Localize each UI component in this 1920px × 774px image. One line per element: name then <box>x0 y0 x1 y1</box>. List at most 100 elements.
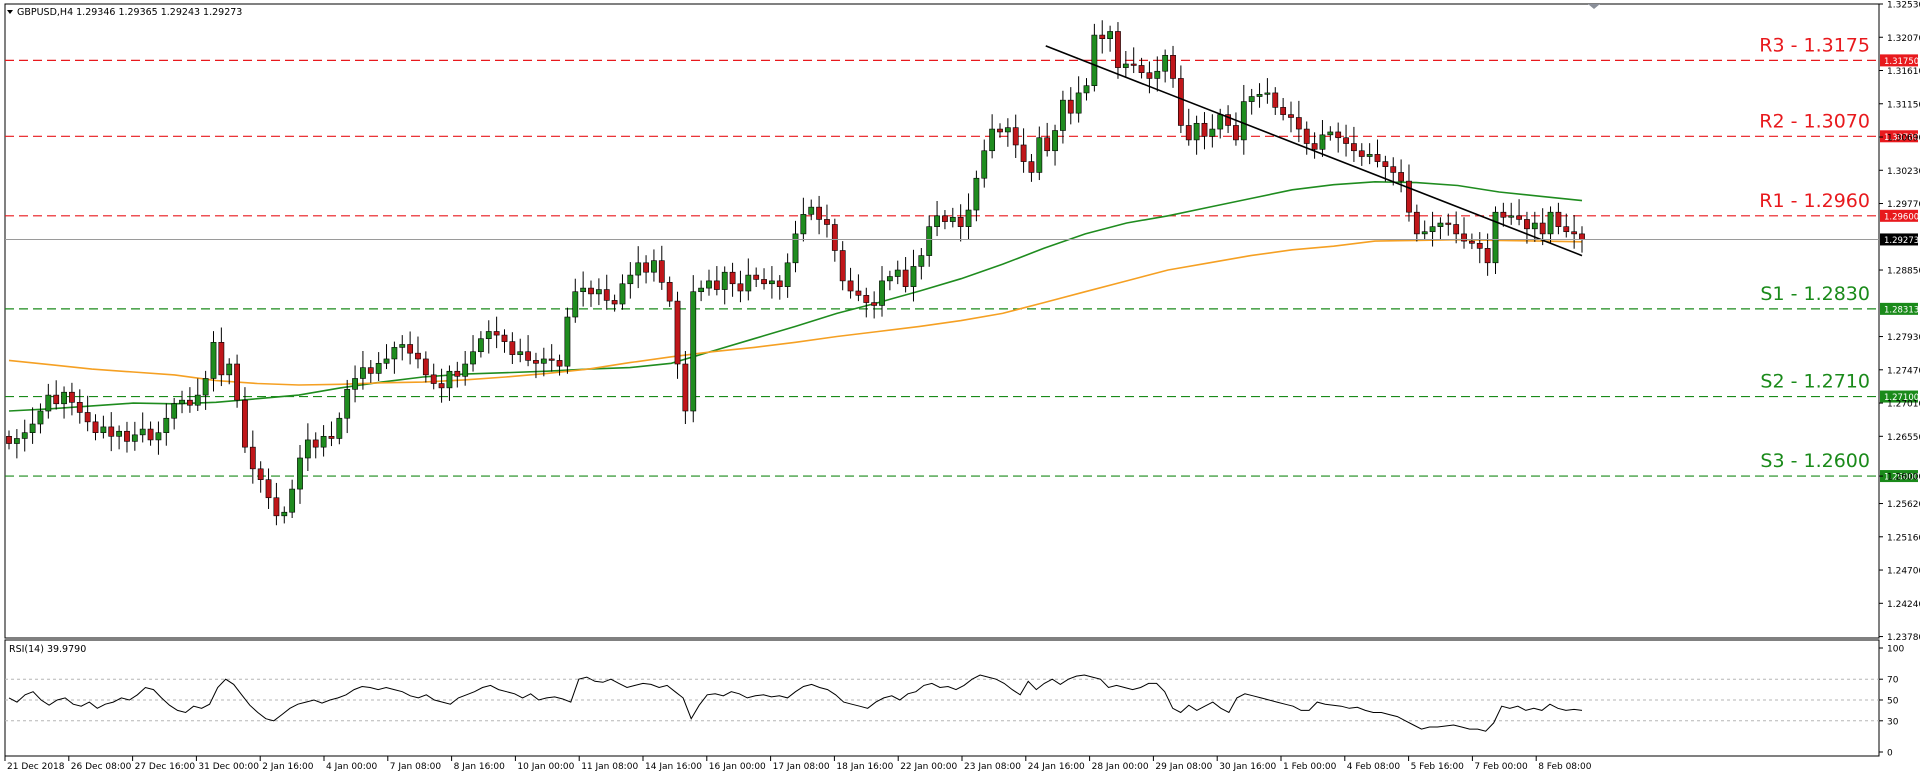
candle-bear <box>847 280 854 292</box>
candle-bear <box>525 351 531 361</box>
moving-averages <box>8 180 1583 412</box>
candle-bull <box>375 362 382 374</box>
candle-bull <box>45 394 52 412</box>
candle-bull <box>1240 101 1247 141</box>
candle-bear <box>1398 172 1405 182</box>
candle-bear <box>249 446 256 470</box>
candle-bear <box>548 358 555 361</box>
candle-bear <box>1185 125 1192 141</box>
candle-bear <box>493 331 500 336</box>
candle-bull <box>1366 154 1373 157</box>
candle-bear <box>942 215 948 222</box>
candle-bear <box>611 300 618 305</box>
level-price-tag <box>1880 470 1918 483</box>
time-tick-label: 1 Feb 00:00 <box>1283 762 1337 772</box>
candle-bear <box>1225 114 1231 126</box>
candle-bull <box>1248 96 1255 102</box>
last-price-tag <box>1880 233 1918 246</box>
candle-bull <box>745 274 752 292</box>
rsi-tick-label: 70 <box>1887 676 1899 686</box>
candle-bull <box>580 287 587 293</box>
time-tick-label: 4 Jan 00:00 <box>326 762 378 772</box>
trendline <box>1045 45 1583 257</box>
level-price-tag-text: 1.27100 <box>1884 393 1919 403</box>
candle-bull <box>37 410 44 425</box>
candle-bull <box>194 394 201 406</box>
candle-bull <box>1091 34 1098 86</box>
candle-bear <box>643 262 649 273</box>
time-tick-label: 22 Jan 00:00 <box>900 762 957 772</box>
candle-bull <box>446 370 453 389</box>
level-price-tag <box>1880 302 1918 315</box>
price-tick-label: 1.27010 <box>1887 400 1920 410</box>
candle-bear <box>839 250 846 282</box>
candle-bear <box>1099 34 1106 40</box>
candle-bull <box>1162 55 1169 72</box>
candle-bull <box>304 439 311 459</box>
candle-bear <box>1358 150 1365 157</box>
candle-bull <box>1083 85 1090 94</box>
candle-bear <box>1539 222 1546 235</box>
candle-bull <box>485 331 492 340</box>
candle-bear <box>218 342 225 376</box>
candle-bear <box>6 436 12 444</box>
candle-bear <box>824 219 830 225</box>
level-price-tag-text: 1.28313 <box>1884 305 1919 315</box>
time-tick-label: 28 Jan 00:00 <box>1092 762 1149 772</box>
level-price-tag-text: 1.30700 <box>1884 133 1919 143</box>
candle-bear <box>1177 78 1184 126</box>
candle-bull <box>383 358 390 364</box>
candle-bear <box>761 279 767 285</box>
candle-bear <box>1343 137 1349 144</box>
time-tick-label: 17 Jan 08:00 <box>773 762 830 772</box>
candle-bull <box>886 276 893 282</box>
candle-bear <box>1012 127 1019 146</box>
candle-bull <box>470 351 476 365</box>
price-tick-label: 1.26000 <box>1887 473 1920 483</box>
candle-bull <box>399 344 406 348</box>
dropdown-arrow-icon[interactable] <box>7 10 13 14</box>
candle-bear <box>1516 215 1522 220</box>
time-tick-label: 16 Jan 00:00 <box>709 762 766 772</box>
candle-bull <box>477 338 484 353</box>
candle-bull <box>965 209 972 227</box>
price-tick-label: 1.30690 <box>1887 134 1920 144</box>
candle-bear <box>533 360 539 364</box>
candle-bear <box>1382 161 1389 167</box>
trendline-segment <box>1045 45 1583 257</box>
candle-bear <box>328 436 335 439</box>
time-tick-label: 10 Jan 00:00 <box>517 762 574 772</box>
candle-bull <box>320 436 327 448</box>
time-tick-label: 8 Feb 08:00 <box>1538 762 1592 772</box>
candle-bull <box>336 417 343 439</box>
candle-bear <box>1579 233 1585 240</box>
level-label-support: S1 - 1.2830 <box>1760 283 1870 305</box>
candle-bull <box>1075 92 1082 114</box>
candle-bull <box>698 287 705 293</box>
candle-bull <box>226 363 233 376</box>
rsi-plot: 100 70 50 30 0 <box>5 645 1904 759</box>
candle-bear <box>124 430 130 442</box>
candle-bear <box>1130 63 1137 66</box>
candle-bull <box>1217 114 1224 130</box>
candle-bear <box>666 282 673 302</box>
candle-bear <box>186 399 193 406</box>
candle-bear <box>1555 211 1562 227</box>
price-tick-label: 1.24700 <box>1887 567 1920 577</box>
candle-bull <box>595 289 602 295</box>
candle-bull <box>1547 211 1554 235</box>
level-price-tag-text: 1.29600 <box>1884 212 1919 222</box>
candle-bear <box>1374 154 1381 162</box>
level-price-tag <box>1880 130 1918 143</box>
candle-bear <box>234 363 240 401</box>
candle-bear <box>729 271 736 285</box>
ma-line-orange <box>8 238 1583 386</box>
candle-bear <box>92 421 99 433</box>
time-tick-label: 14 Jan 16:00 <box>645 762 702 772</box>
candle-bear <box>1138 65 1145 73</box>
candle-bear <box>265 479 272 499</box>
candle-bull <box>540 358 547 364</box>
candle-bull <box>100 426 107 433</box>
price-panel <box>4 3 1880 639</box>
